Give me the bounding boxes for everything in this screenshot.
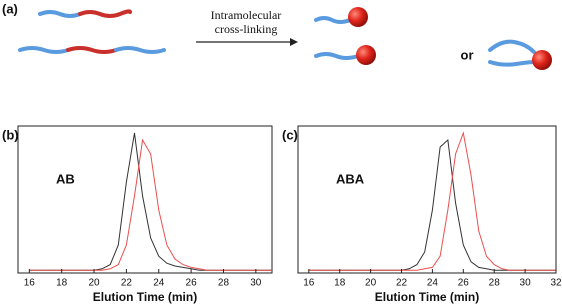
x-tick-label: 16 [24,278,36,289]
x-tick-label: 18 [56,278,68,289]
series-label: AB [56,171,75,186]
block-a [314,52,360,60]
block-a [488,39,536,54]
block-a [38,10,82,18]
trace [308,138,556,271]
crosslinked-ball [532,50,552,70]
x-tick-label: 30 [520,278,532,289]
arrow-label: Intramolecular [211,8,282,22]
x-axis-label: Elution Time (min) [375,290,479,304]
x-tick-label: 26 [186,278,198,289]
x-tick-label: 28 [489,278,501,289]
x-tick-label: 22 [121,278,133,289]
block-b [78,9,132,18]
x-tick-label: 32 [550,278,562,289]
x-tick-label: 24 [153,278,165,289]
x-tick-label: 20 [365,278,377,289]
or-label: or [461,47,474,62]
trace [29,138,272,271]
x-tick-label: 18 [334,278,346,289]
trace [308,131,556,271]
series-label: ABA [336,171,365,186]
block-a [488,60,536,67]
panel-label: (c) [282,127,298,142]
x-tick-label: 28 [218,278,230,289]
scheme: (a) Intramolecular cross-linking or [2,1,552,70]
arrow-label: cross-linking [215,22,278,36]
block-a [114,46,166,54]
x-tick-label: 22 [396,278,408,289]
x-tick-label: 24 [427,278,439,289]
x-tick-label: 16 [303,278,315,289]
panel-label: (a) [2,1,18,16]
block-a [314,16,352,24]
plot-frame [297,125,557,274]
crosslinked-ball [356,45,376,65]
block-a [18,46,70,54]
x-tick-label: 20 [88,278,100,289]
crosslinked-ball [348,7,368,27]
panel-label: (b) [2,127,19,142]
block-b [66,46,118,54]
plot-frame [17,125,273,274]
x-axis-label: Elution Time (min) [93,290,197,304]
arrow-head [290,38,298,46]
x-tick-label: 30 [250,278,262,289]
x-tick-label: 26 [458,278,470,289]
